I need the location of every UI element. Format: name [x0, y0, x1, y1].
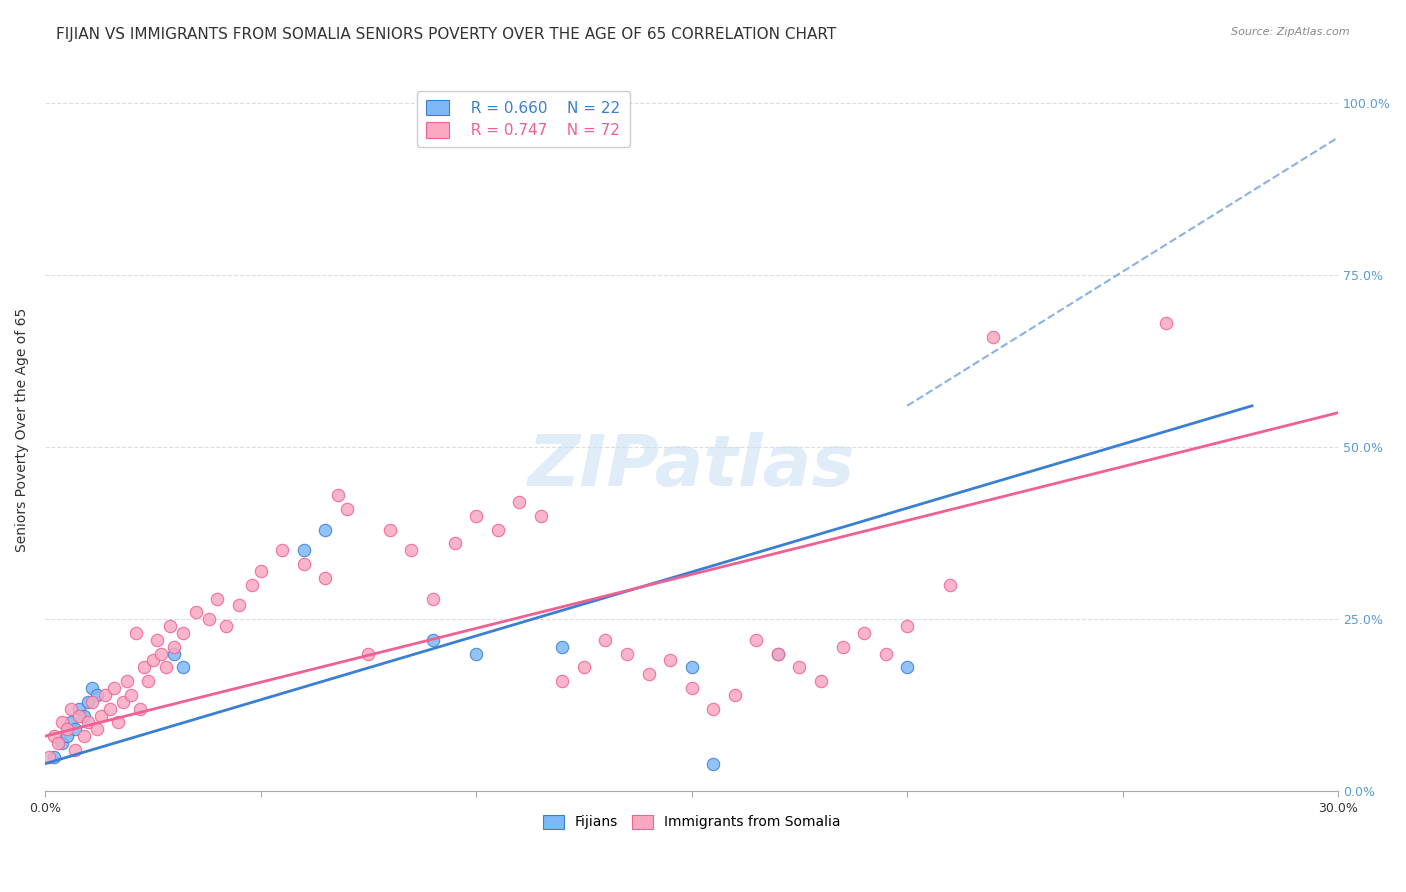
- Point: [530, 508, 553, 523]
- Point: [681, 681, 703, 695]
- Point: [46, 736, 69, 750]
- Point: [595, 632, 617, 647]
- Point: [336, 502, 359, 516]
- Point: [215, 619, 238, 633]
- Point: [172, 660, 194, 674]
- Point: [249, 564, 271, 578]
- Point: [90, 708, 112, 723]
- Point: [42, 729, 65, 743]
- Point: [207, 591, 229, 606]
- Point: [63, 743, 86, 757]
- Point: [465, 647, 488, 661]
- Point: [659, 653, 682, 667]
- Point: [766, 647, 789, 661]
- Point: [142, 653, 165, 667]
- Point: [163, 647, 186, 661]
- Point: [401, 543, 423, 558]
- Point: [128, 701, 150, 715]
- Point: [163, 640, 186, 654]
- Point: [82, 695, 104, 709]
- Point: [59, 701, 82, 715]
- Point: [314, 571, 336, 585]
- Point: [853, 626, 876, 640]
- Point: [551, 103, 574, 117]
- Point: [55, 729, 77, 743]
- Point: [240, 578, 263, 592]
- Point: [422, 591, 444, 606]
- Point: [572, 660, 595, 674]
- Point: [124, 626, 146, 640]
- Point: [551, 640, 574, 654]
- Point: [896, 619, 918, 633]
- Point: [77, 695, 100, 709]
- Point: [98, 701, 121, 715]
- Point: [134, 660, 156, 674]
- Point: [766, 647, 789, 661]
- Point: [939, 578, 962, 592]
- Point: [172, 626, 194, 640]
- Point: [314, 523, 336, 537]
- Point: [702, 701, 724, 715]
- Point: [55, 723, 77, 737]
- Point: [184, 605, 207, 619]
- Point: [86, 688, 108, 702]
- Point: [120, 688, 142, 702]
- Point: [551, 674, 574, 689]
- Point: [357, 647, 380, 661]
- Point: [146, 632, 169, 647]
- Point: [326, 488, 349, 502]
- Point: [983, 330, 1005, 344]
- Point: [378, 523, 401, 537]
- Point: [94, 688, 117, 702]
- Point: [443, 536, 465, 550]
- Point: [637, 667, 659, 681]
- Point: [155, 660, 177, 674]
- Point: [73, 708, 96, 723]
- Point: [292, 543, 315, 558]
- Point: [63, 723, 86, 737]
- Point: [103, 681, 125, 695]
- Point: [115, 674, 138, 689]
- Point: [831, 640, 853, 654]
- Point: [51, 715, 73, 730]
- Point: [138, 674, 160, 689]
- Point: [86, 723, 108, 737]
- Point: [875, 647, 897, 661]
- Point: [150, 647, 173, 661]
- Point: [745, 632, 768, 647]
- Text: ZIPatlas: ZIPatlas: [527, 432, 855, 500]
- Point: [159, 619, 181, 633]
- Point: [42, 749, 65, 764]
- Point: [51, 736, 73, 750]
- Point: [724, 688, 747, 702]
- Point: [69, 708, 91, 723]
- Point: [271, 543, 294, 558]
- Point: [422, 632, 444, 647]
- Point: [810, 674, 832, 689]
- Point: [1154, 316, 1177, 330]
- Y-axis label: Seniors Poverty Over the Age of 65: Seniors Poverty Over the Age of 65: [15, 308, 30, 552]
- Point: [486, 523, 509, 537]
- Point: [292, 557, 315, 571]
- Point: [38, 749, 60, 764]
- Point: [228, 599, 250, 613]
- Point: [77, 715, 100, 730]
- Point: [197, 612, 219, 626]
- Point: [73, 729, 96, 743]
- Point: [616, 647, 638, 661]
- Point: [111, 695, 134, 709]
- Point: [465, 508, 488, 523]
- Point: [107, 715, 129, 730]
- Point: [789, 660, 811, 674]
- Point: [702, 756, 724, 771]
- Point: [69, 701, 91, 715]
- Point: [896, 660, 918, 674]
- Text: FIJIAN VS IMMIGRANTS FROM SOMALIA SENIORS POVERTY OVER THE AGE OF 65 CORRELATION: FIJIAN VS IMMIGRANTS FROM SOMALIA SENIOR…: [56, 27, 837, 42]
- Legend: Fijians, Immigrants from Somalia: Fijians, Immigrants from Somalia: [537, 809, 846, 835]
- Point: [82, 681, 104, 695]
- Point: [681, 660, 703, 674]
- Point: [508, 495, 530, 509]
- Point: [59, 715, 82, 730]
- Text: Source: ZipAtlas.com: Source: ZipAtlas.com: [1232, 27, 1350, 37]
